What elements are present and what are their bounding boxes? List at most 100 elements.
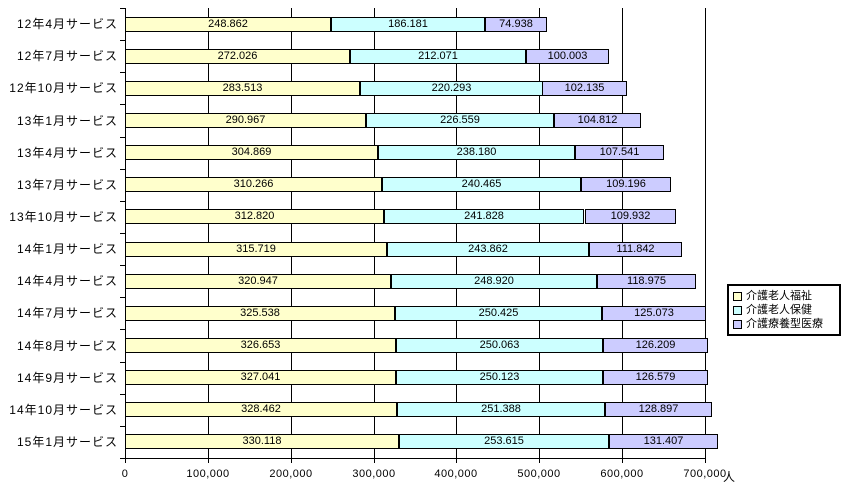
- bar-segment-介護老人福祉: 304.869: [125, 145, 378, 160]
- category-label: 13年4月サービス: [16, 146, 118, 160]
- y-axis-tick: [120, 8, 125, 9]
- bar-segment-介護老人保健: 241.828: [384, 209, 584, 224]
- gridline: [208, 8, 209, 458]
- x-tick-label: 600,000: [600, 468, 644, 480]
- bar-segment-介護療養型医療: 118.975: [597, 274, 696, 289]
- bar-segment-介護老人保健: 251.388: [397, 402, 605, 417]
- legend-item: 介護老人福祉: [733, 289, 835, 303]
- y-axis-tick: [120, 40, 125, 41]
- category-label: 14年10月サービス: [9, 403, 118, 417]
- x-tick-label: 300,000: [352, 468, 396, 480]
- bar-segment-介護老人保健: 212.071: [350, 49, 526, 64]
- bar-segment-介護老人福祉: 315.719: [125, 242, 387, 257]
- y-axis-tick: [120, 297, 125, 298]
- bar-segment-介護老人保健: 250.123: [396, 370, 603, 385]
- x-tick-label: 400,000: [434, 468, 478, 480]
- bar-segment-介護老人保健: 186.181: [331, 17, 485, 32]
- bar-segment-介護老人保健: 250.063: [396, 338, 603, 353]
- x-axis: [125, 458, 706, 459]
- category-label: 14年1月サービス: [16, 242, 118, 256]
- bar-segment-介護老人保健: 226.559: [366, 113, 554, 128]
- legend-swatch-icon: [733, 305, 742, 315]
- bar-segment-介護老人福祉: 326.653: [125, 338, 396, 353]
- gridline: [456, 8, 457, 458]
- x-tick-label: 200,000: [269, 468, 313, 480]
- bar-segment-介護療養型医療: 125.073: [602, 306, 706, 321]
- bar-segment-介護老人保健: 248.920: [391, 274, 597, 289]
- bar-segment-介護療養型医療: 109.196: [581, 177, 671, 192]
- category-label: 13年1月サービス: [16, 114, 118, 128]
- bar-segment-介護療養型医療: 102.135: [542, 81, 627, 96]
- y-axis-tick: [120, 329, 125, 330]
- bar-segment-介護老人保健: 243.862: [387, 242, 589, 257]
- x-axis-tick: [208, 458, 209, 463]
- legend-item: 介護療養型医療: [733, 317, 835, 331]
- x-axis-tick: [622, 458, 623, 463]
- category-label: 14年8月サービス: [16, 339, 118, 353]
- legend-label: 介護療養型医療: [746, 318, 823, 330]
- y-axis: [125, 8, 126, 459]
- y-axis-tick: [120, 458, 125, 459]
- category-label: 12年7月サービス: [16, 49, 118, 63]
- bar-segment-介護療養型医療: 111.842: [589, 242, 682, 257]
- bar-segment-介護療養型医療: 131.407: [609, 434, 718, 449]
- bar-segment-介護老人福祉: 312.820: [125, 209, 384, 224]
- category-label: 13年10月サービス: [9, 210, 118, 224]
- gridline: [539, 8, 540, 458]
- y-axis-tick: [120, 265, 125, 266]
- category-label: 14年9月サービス: [16, 371, 118, 385]
- bar-segment-介護療養型医療: 107.541: [575, 145, 664, 160]
- y-axis-tick: [120, 169, 125, 170]
- bar-segment-介護老人福祉: 330.118: [125, 434, 399, 449]
- bar-segment-介護老人保健: 250.425: [395, 306, 602, 321]
- x-tick-label: 700,000: [683, 468, 727, 480]
- gridline: [705, 8, 706, 458]
- y-axis-tick: [120, 426, 125, 427]
- bar-segment-介護療養型医療: 126.579: [603, 370, 708, 385]
- bar-segment-介護療養型医療: 74.938: [485, 17, 547, 32]
- x-axis-tick: [705, 458, 706, 463]
- bar-segment-介護老人福祉: 283.513: [125, 81, 360, 96]
- gridline: [291, 8, 292, 458]
- y-axis-tick: [120, 72, 125, 73]
- x-tick-label: 500,000: [517, 468, 561, 480]
- y-axis-tick: [120, 394, 125, 395]
- bar-segment-介護老人福祉: 328.462: [125, 402, 397, 417]
- bar-segment-介護療養型医療: 126.209: [603, 338, 708, 353]
- category-label: 14年4月サービス: [16, 274, 118, 288]
- x-axis-tick: [291, 458, 292, 463]
- bar-segment-介護老人福祉: 272.026: [125, 49, 350, 64]
- bar-segment-介護療養型医療: 104.812: [554, 113, 641, 128]
- x-tick-label: 100,000: [186, 468, 230, 480]
- bar-segment-介護老人保健: 253.615: [399, 434, 609, 449]
- x-axis-unit-label: 人: [723, 470, 736, 484]
- category-label: 12年4月サービス: [16, 17, 118, 31]
- legend-label: 介護老人福祉: [746, 290, 812, 302]
- bar-segment-介護療養型医療: 100.003: [526, 49, 609, 64]
- bar-segment-介護療養型医療: 109.932: [585, 209, 676, 224]
- bar-segment-介護老人福祉: 290.967: [125, 113, 366, 128]
- y-axis-tick: [120, 201, 125, 202]
- x-axis-tick: [539, 458, 540, 463]
- category-label: 12年10月サービス: [9, 81, 118, 95]
- legend-label: 介護老人保健: [746, 304, 812, 316]
- legend: 介護老人福祉 介護老人保健 介護療養型医療: [727, 284, 841, 336]
- bar-segment-介護老人保健: 220.293: [360, 81, 543, 96]
- bar-segment-介護老人福祉: 320.947: [125, 274, 391, 289]
- x-axis-tick: [125, 458, 126, 463]
- bar-segment-介護老人福祉: 310.266: [125, 177, 382, 192]
- y-axis-tick: [120, 233, 125, 234]
- legend-swatch-icon: [733, 291, 742, 301]
- bar-segment-介護療養型医療: 128.897: [605, 402, 712, 417]
- bar-segment-介護老人福祉: 248.862: [125, 17, 331, 32]
- x-axis-tick: [374, 458, 375, 463]
- gridline: [622, 8, 623, 458]
- x-tick-label: 0: [121, 468, 129, 480]
- gridline: [374, 8, 375, 458]
- y-axis-tick: [120, 104, 125, 105]
- category-label: 14年7月サービス: [16, 306, 118, 320]
- bar-segment-介護老人保健: 238.180: [378, 145, 575, 160]
- y-axis-tick: [120, 137, 125, 138]
- category-label: 13年7月サービス: [16, 178, 118, 192]
